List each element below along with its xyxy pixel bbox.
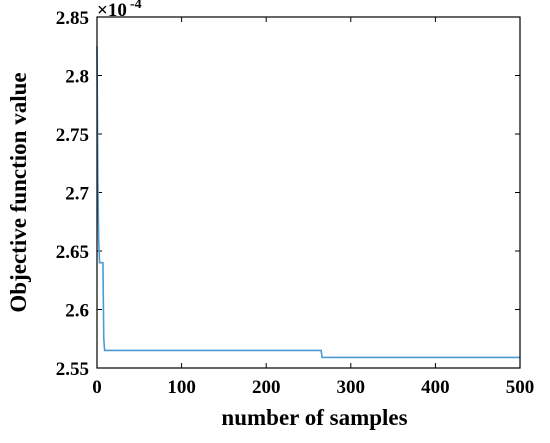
y-tick-label: 2.75 — [56, 125, 89, 146]
axis-ticks — [96, 16, 521, 369]
x-tick-label: 500 — [506, 377, 535, 398]
y-tick-label: 2.6 — [65, 301, 89, 322]
x-tick-label: 200 — [252, 377, 281, 398]
tick-labels: 0 100 200 300 400 500 2.55 2.6 2.65 2.7 2.75 2.8 2.8… — [56, 8, 535, 398]
y-tick-label: 2.8 — [65, 67, 89, 88]
y-tick-label: 2.55 — [56, 359, 89, 380]
x-tick-label: 0 — [92, 377, 102, 398]
y-tick-label: 2.85 — [56, 8, 89, 29]
y-multiplier-exponent: -4 — [130, 0, 142, 12]
series-line — [96, 46, 520, 359]
x-axis-label: number of samples — [221, 405, 407, 430]
plot-frame — [96, 16, 521, 369]
x-tick-label: 400 — [421, 377, 450, 398]
x-tick-label: 100 — [167, 377, 196, 398]
x-tick-label: 300 — [337, 377, 366, 398]
y-multiplier-base: ×10 — [97, 0, 127, 21]
y-axis-label: Objective function value — [6, 72, 31, 312]
y-tick-label: 2.65 — [56, 242, 89, 263]
y-tick-label: 2.7 — [65, 184, 89, 205]
